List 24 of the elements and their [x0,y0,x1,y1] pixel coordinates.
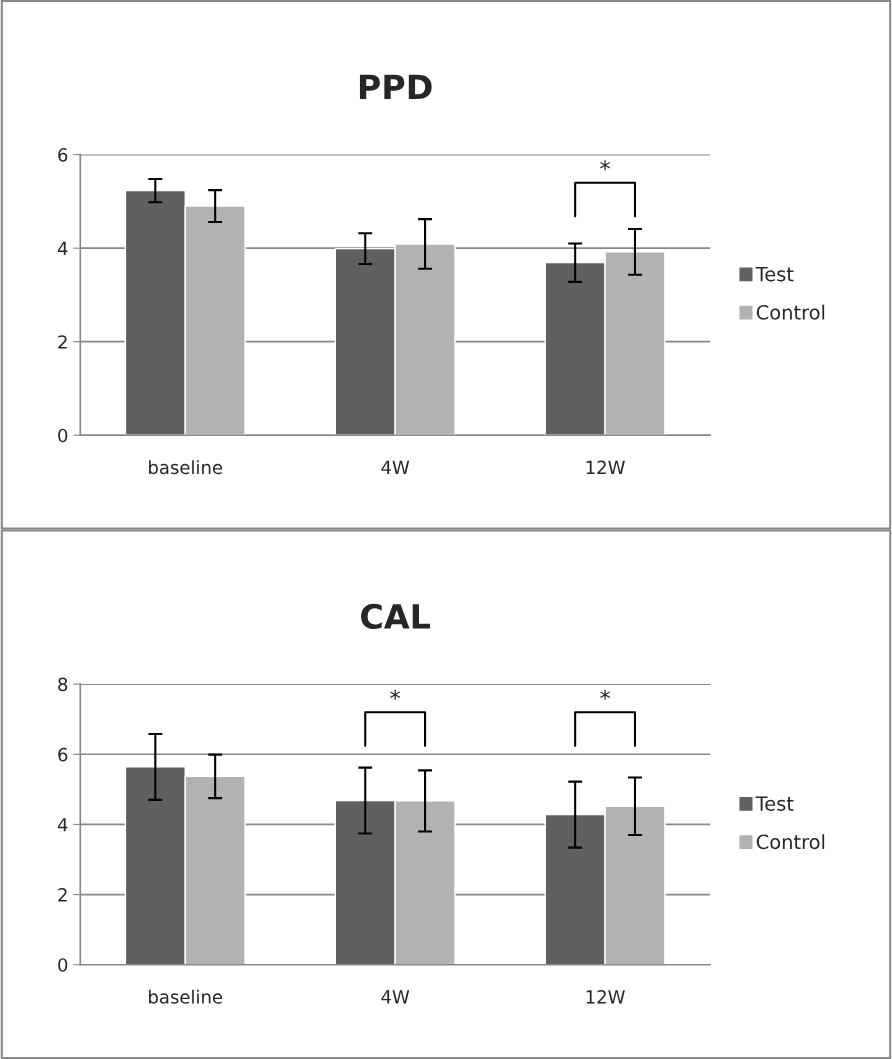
x-tick-label: 12W [586,990,625,1004]
legend-label: Control [756,304,825,320]
y-tick-label: 0 [58,428,68,443]
legend-label: Control [756,834,825,850]
annotation: * [600,689,610,700]
y-tick-label: 8 [58,677,68,692]
annotation: * [600,160,610,171]
chart-title: PPD [359,74,432,100]
y-tick-label: 4 [57,241,68,256]
y-tick-label: 2 [58,335,67,349]
x-tick-label: baseline [149,460,223,475]
y-tick-label: 6 [58,747,68,762]
y-tick-label: 6 [58,148,68,162]
legend-label: Test [755,266,794,282]
y-tick-label: 4 [57,818,68,832]
x-tick-label: baseline [149,989,223,1004]
legend-label: Test [755,796,794,811]
y-tick-label: 0 [58,958,68,972]
annotation: * [390,689,401,700]
chart-title: CAL [361,603,430,630]
x-tick-label: 4W [381,460,410,474]
y-tick-label: 2 [58,888,67,902]
x-tick-label: 4W [381,990,410,1004]
x-tick-label: 12W [586,460,625,474]
